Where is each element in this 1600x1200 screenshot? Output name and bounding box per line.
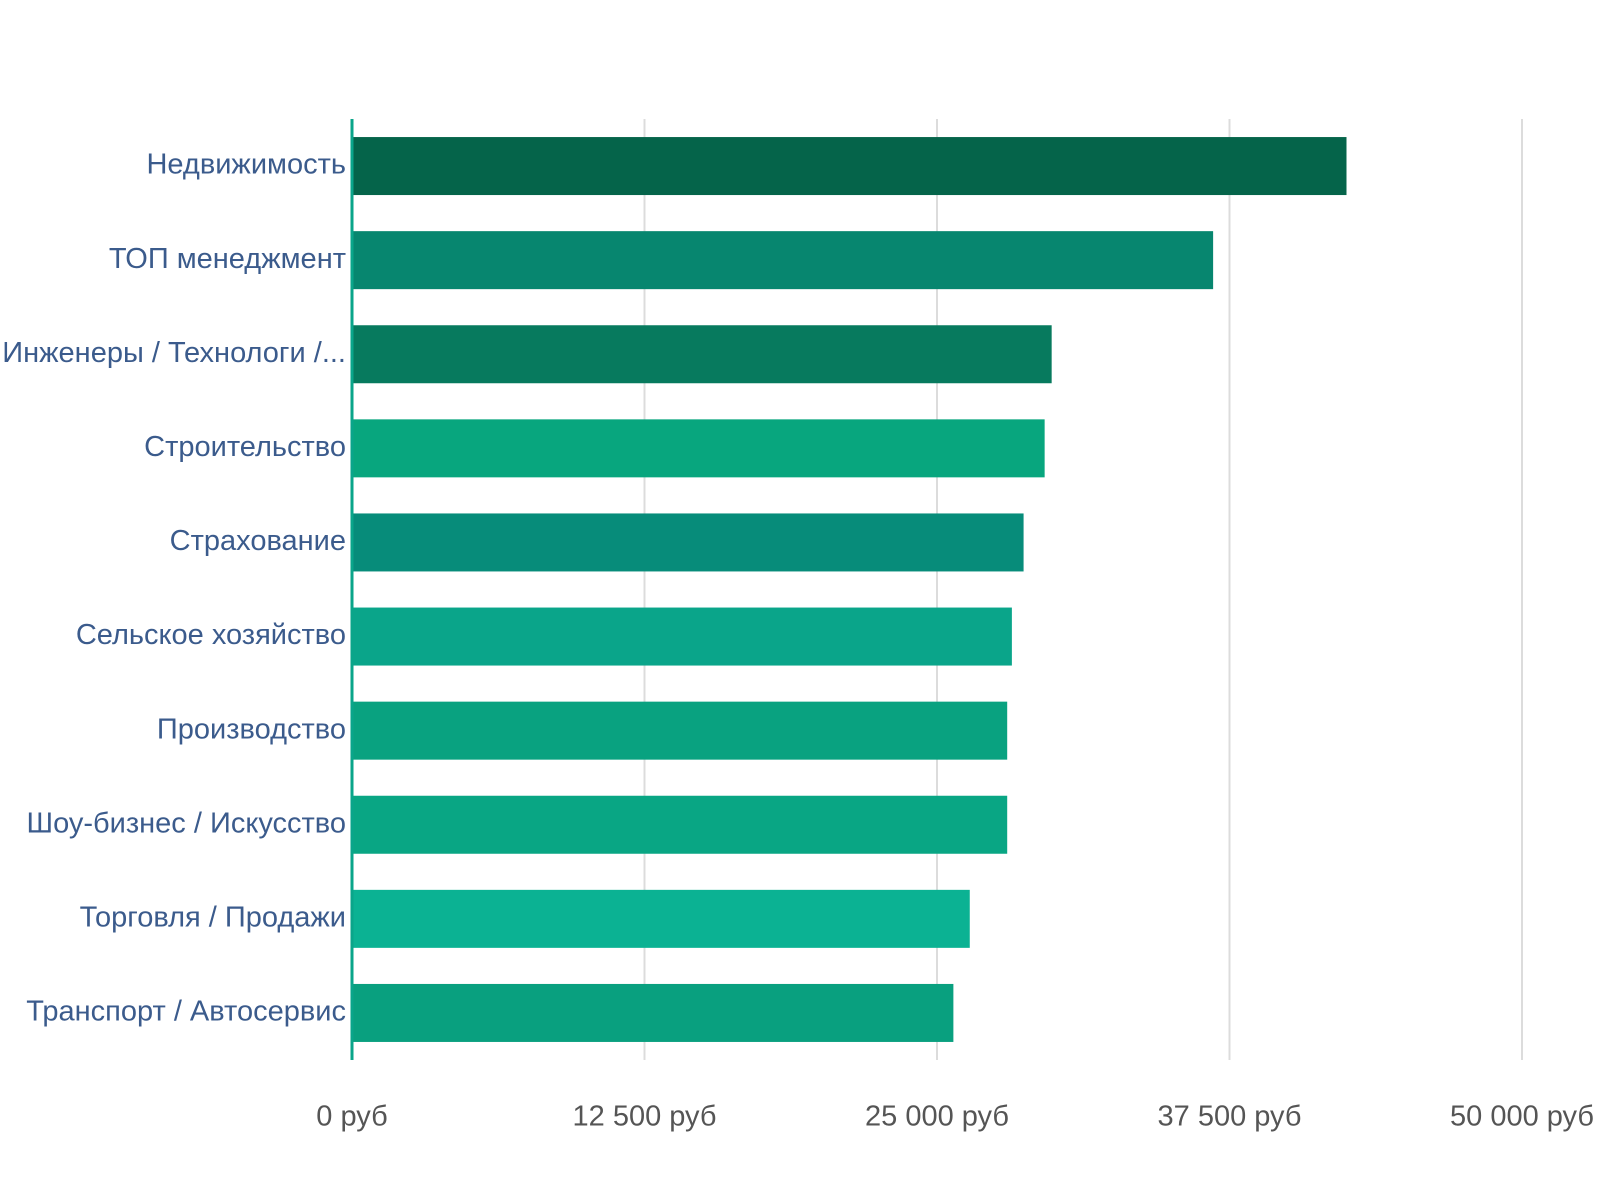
category-label: Сельское хозяйство	[76, 619, 346, 651]
category-label: Производство	[157, 713, 346, 745]
category-label: ТОП менеджмент	[109, 243, 346, 275]
category-label: Строительство	[144, 431, 346, 463]
bar	[352, 701, 1008, 760]
x-tick-label: 25 000 руб	[865, 1101, 1009, 1133]
bar	[352, 513, 1024, 572]
bar	[352, 325, 1052, 384]
bar	[352, 795, 1008, 854]
x-tick-label: 12 500 руб	[573, 1101, 717, 1133]
bar	[352, 419, 1045, 478]
x-tick-label: 37 500 руб	[1158, 1101, 1302, 1133]
category-label: Страхование	[170, 525, 346, 557]
bar	[352, 983, 954, 1042]
x-tick-label: 50 000 руб	[1450, 1101, 1594, 1133]
category-label: Шоу-бизнес / Искусство	[27, 807, 346, 839]
category-label: Недвижимость	[146, 149, 346, 181]
bar	[352, 231, 1214, 290]
category-label: Инженеры / Технологи /...	[2, 337, 346, 369]
bar	[352, 607, 1012, 666]
x-tick-label: 0 руб	[316, 1101, 387, 1133]
bar	[352, 137, 1347, 196]
bar	[352, 889, 970, 948]
category-label: Транспорт / Автосервис	[26, 996, 346, 1028]
category-label: Торговля / Продажи	[80, 902, 346, 934]
